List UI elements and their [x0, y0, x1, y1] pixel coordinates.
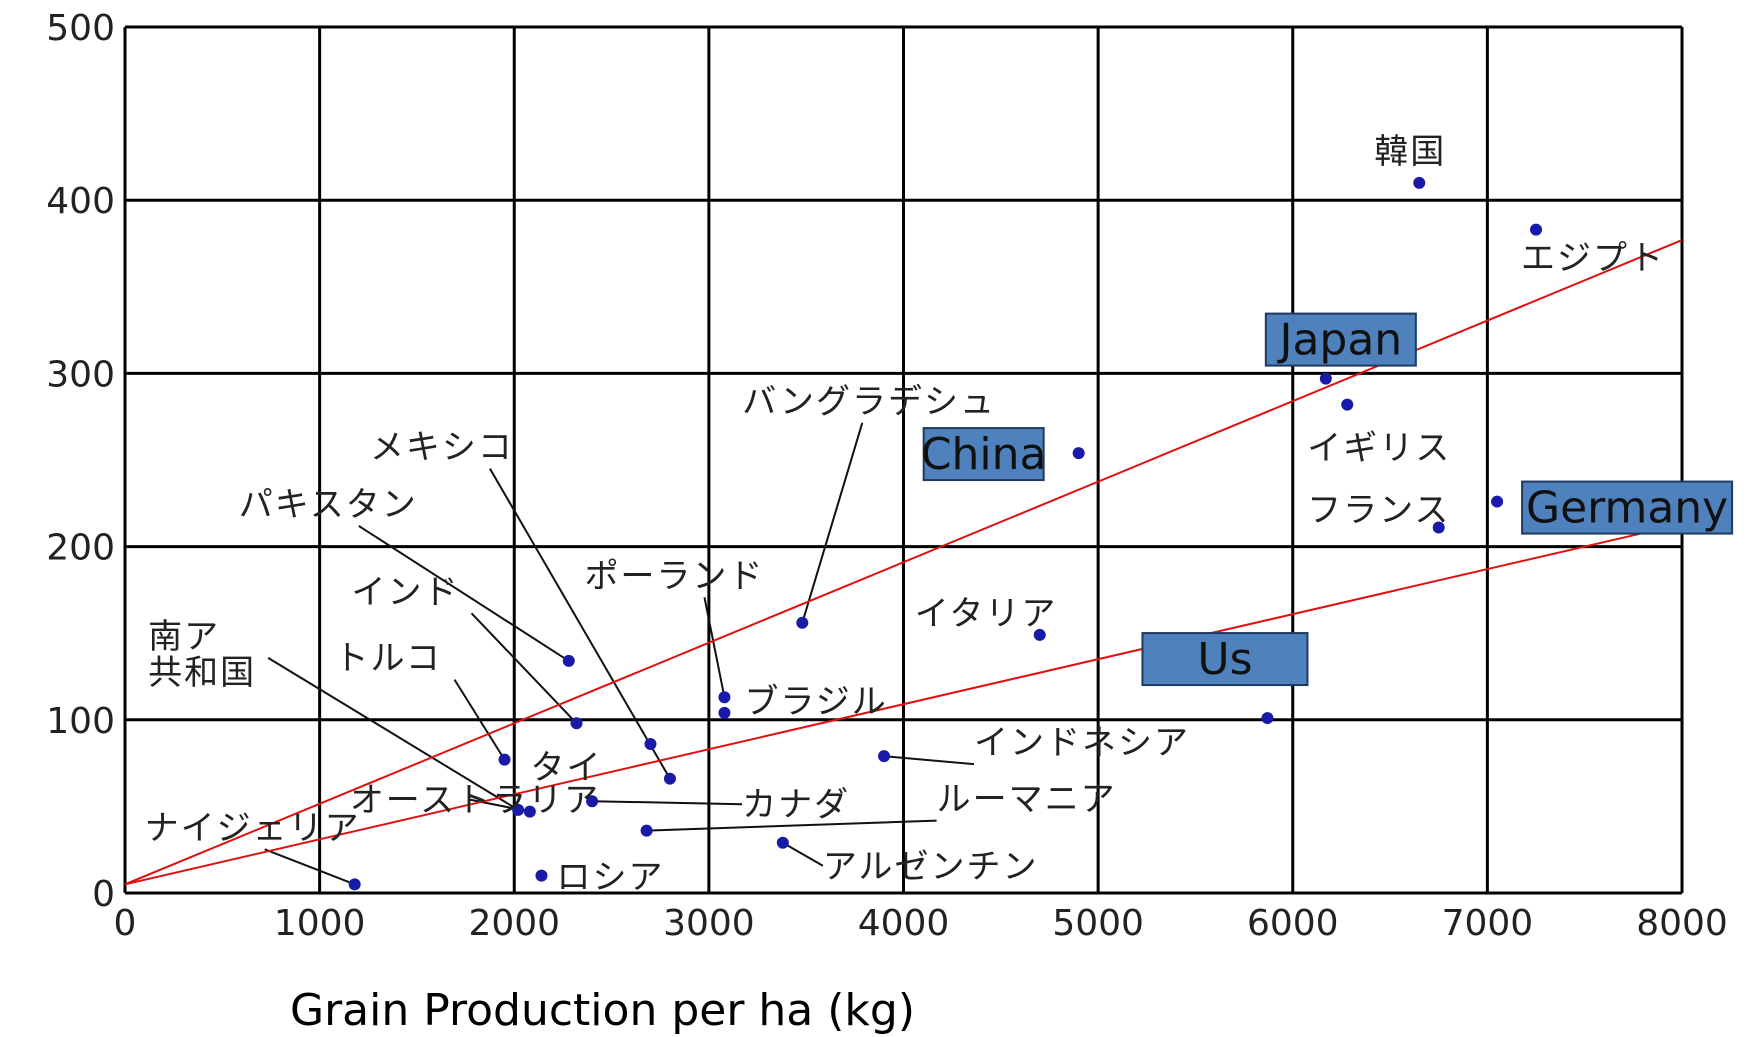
label-leader-line: [264, 848, 356, 886]
y-tick-label: 100: [46, 701, 115, 742]
label-leader-line: [703, 597, 726, 698]
data-point: [498, 753, 511, 766]
point-label: オーストラリア: [350, 781, 600, 821]
y-tick-label: 0: [92, 874, 115, 915]
label-leader-line: [470, 612, 578, 724]
x-tick-label: 3000: [663, 903, 755, 944]
callout-box: [1521, 480, 1734, 535]
data-point: [718, 691, 731, 704]
point-label: ポーランド: [584, 556, 764, 596]
point-label: ブラジル: [744, 682, 887, 722]
callout-box: [922, 427, 1045, 482]
point-label: イタリア: [915, 594, 1058, 634]
callout-germany: Germany: [1521, 480, 1734, 535]
callout-us: Us: [1141, 632, 1309, 687]
data-point: [640, 824, 653, 837]
point-label: 韓国: [1374, 132, 1446, 172]
callout-china: China: [921, 427, 1047, 482]
point-label: エジプト: [1521, 239, 1665, 279]
label-leader-line: [489, 468, 671, 780]
callout-label: Germany: [1526, 483, 1728, 534]
point-label: バングラデシュ: [742, 382, 996, 422]
point-label: ロシア: [556, 858, 664, 898]
x-axis-label: Grain Production per ha (kg): [290, 985, 915, 1036]
data-point: [348, 878, 361, 891]
x-tick-label: 0: [114, 903, 137, 944]
point-label: インドネシア: [974, 723, 1190, 763]
point-label: トルコ: [335, 639, 442, 679]
label-leader-line: [358, 525, 570, 662]
data-point: [523, 805, 536, 818]
data-point: [1432, 521, 1445, 534]
y-tick-label: 200: [46, 528, 115, 569]
point-label: アルゼンチン: [823, 847, 1039, 887]
tick-labels: 0 1000 2000 3000 4000 5000 6000 7000 8000 0 100 200…: [46, 8, 1728, 944]
x-tick-label: 6000: [1247, 903, 1339, 944]
data-point: [1413, 176, 1426, 189]
data-point: [663, 772, 676, 785]
y-tick-label: 500: [46, 8, 115, 49]
data-point: [878, 750, 891, 763]
x-tick-label: 2000: [468, 903, 560, 944]
data-point: [1261, 712, 1274, 725]
grid: [123, 25, 1684, 895]
data-point: [570, 717, 583, 730]
y-tick-label: 400: [46, 181, 115, 222]
label-leader-line: [592, 800, 743, 806]
point-label: メキシコ: [370, 428, 514, 468]
data-point: [562, 654, 575, 667]
data-point: [776, 836, 789, 849]
point-label: タイ: [530, 748, 602, 788]
callout-japan: Japan: [1264, 312, 1417, 367]
point-label: カナダ: [742, 785, 850, 825]
data-point: [1341, 398, 1354, 411]
trend-line: [124, 523, 1683, 886]
point-labels: 韓国エジプトイギリスフランスバングラデシュイタリアパキスタンポーランドブラジルイ…: [145, 132, 1665, 898]
data-point: [1530, 223, 1543, 236]
point-label: ナイジェリア: [145, 808, 361, 848]
data-point: [796, 616, 809, 629]
point-label: パキスタン: [239, 485, 418, 525]
label-leader-line: [883, 755, 975, 766]
data-points: [348, 176, 1543, 891]
callout-label: Us: [1197, 634, 1252, 685]
x-tick-label: 8000: [1636, 903, 1728, 944]
data-point: [1319, 372, 1332, 385]
x-tick-label: 4000: [858, 903, 950, 944]
callout-box: [1141, 632, 1309, 687]
trend-lines: [124, 239, 1683, 886]
data-point: [644, 738, 657, 751]
data-point: [586, 795, 599, 808]
point-label: ルーマニア: [937, 780, 1117, 820]
point-label: フランス: [1307, 491, 1450, 531]
callout-label: China: [921, 429, 1047, 480]
x-tick-label: 5000: [1052, 903, 1144, 944]
callout-boxes: Japan China Germany Us: [921, 312, 1734, 687]
label-leader-line: [453, 679, 506, 761]
label-leader-line: [646, 819, 937, 832]
x-tick-label: 1000: [274, 903, 366, 944]
point-label: 南ア共和国: [148, 617, 256, 693]
data-point: [1491, 495, 1504, 508]
point-label: イギリス: [1307, 429, 1451, 469]
label-leader-line: [782, 841, 824, 867]
y-tick-label: 300: [46, 354, 115, 395]
x-tick-label: 7000: [1442, 903, 1534, 944]
label-leader-line: [267, 657, 519, 811]
data-point: [1033, 628, 1046, 641]
trend-line: [124, 239, 1683, 886]
data-point: [718, 706, 731, 719]
callout-box: [1264, 312, 1417, 367]
data-point: [1072, 447, 1085, 460]
data-point: [535, 869, 548, 882]
data-point: [512, 803, 525, 816]
label-leader-line: [801, 422, 864, 624]
point-label: インド: [352, 572, 460, 612]
callout-label: Japan: [1276, 315, 1402, 366]
